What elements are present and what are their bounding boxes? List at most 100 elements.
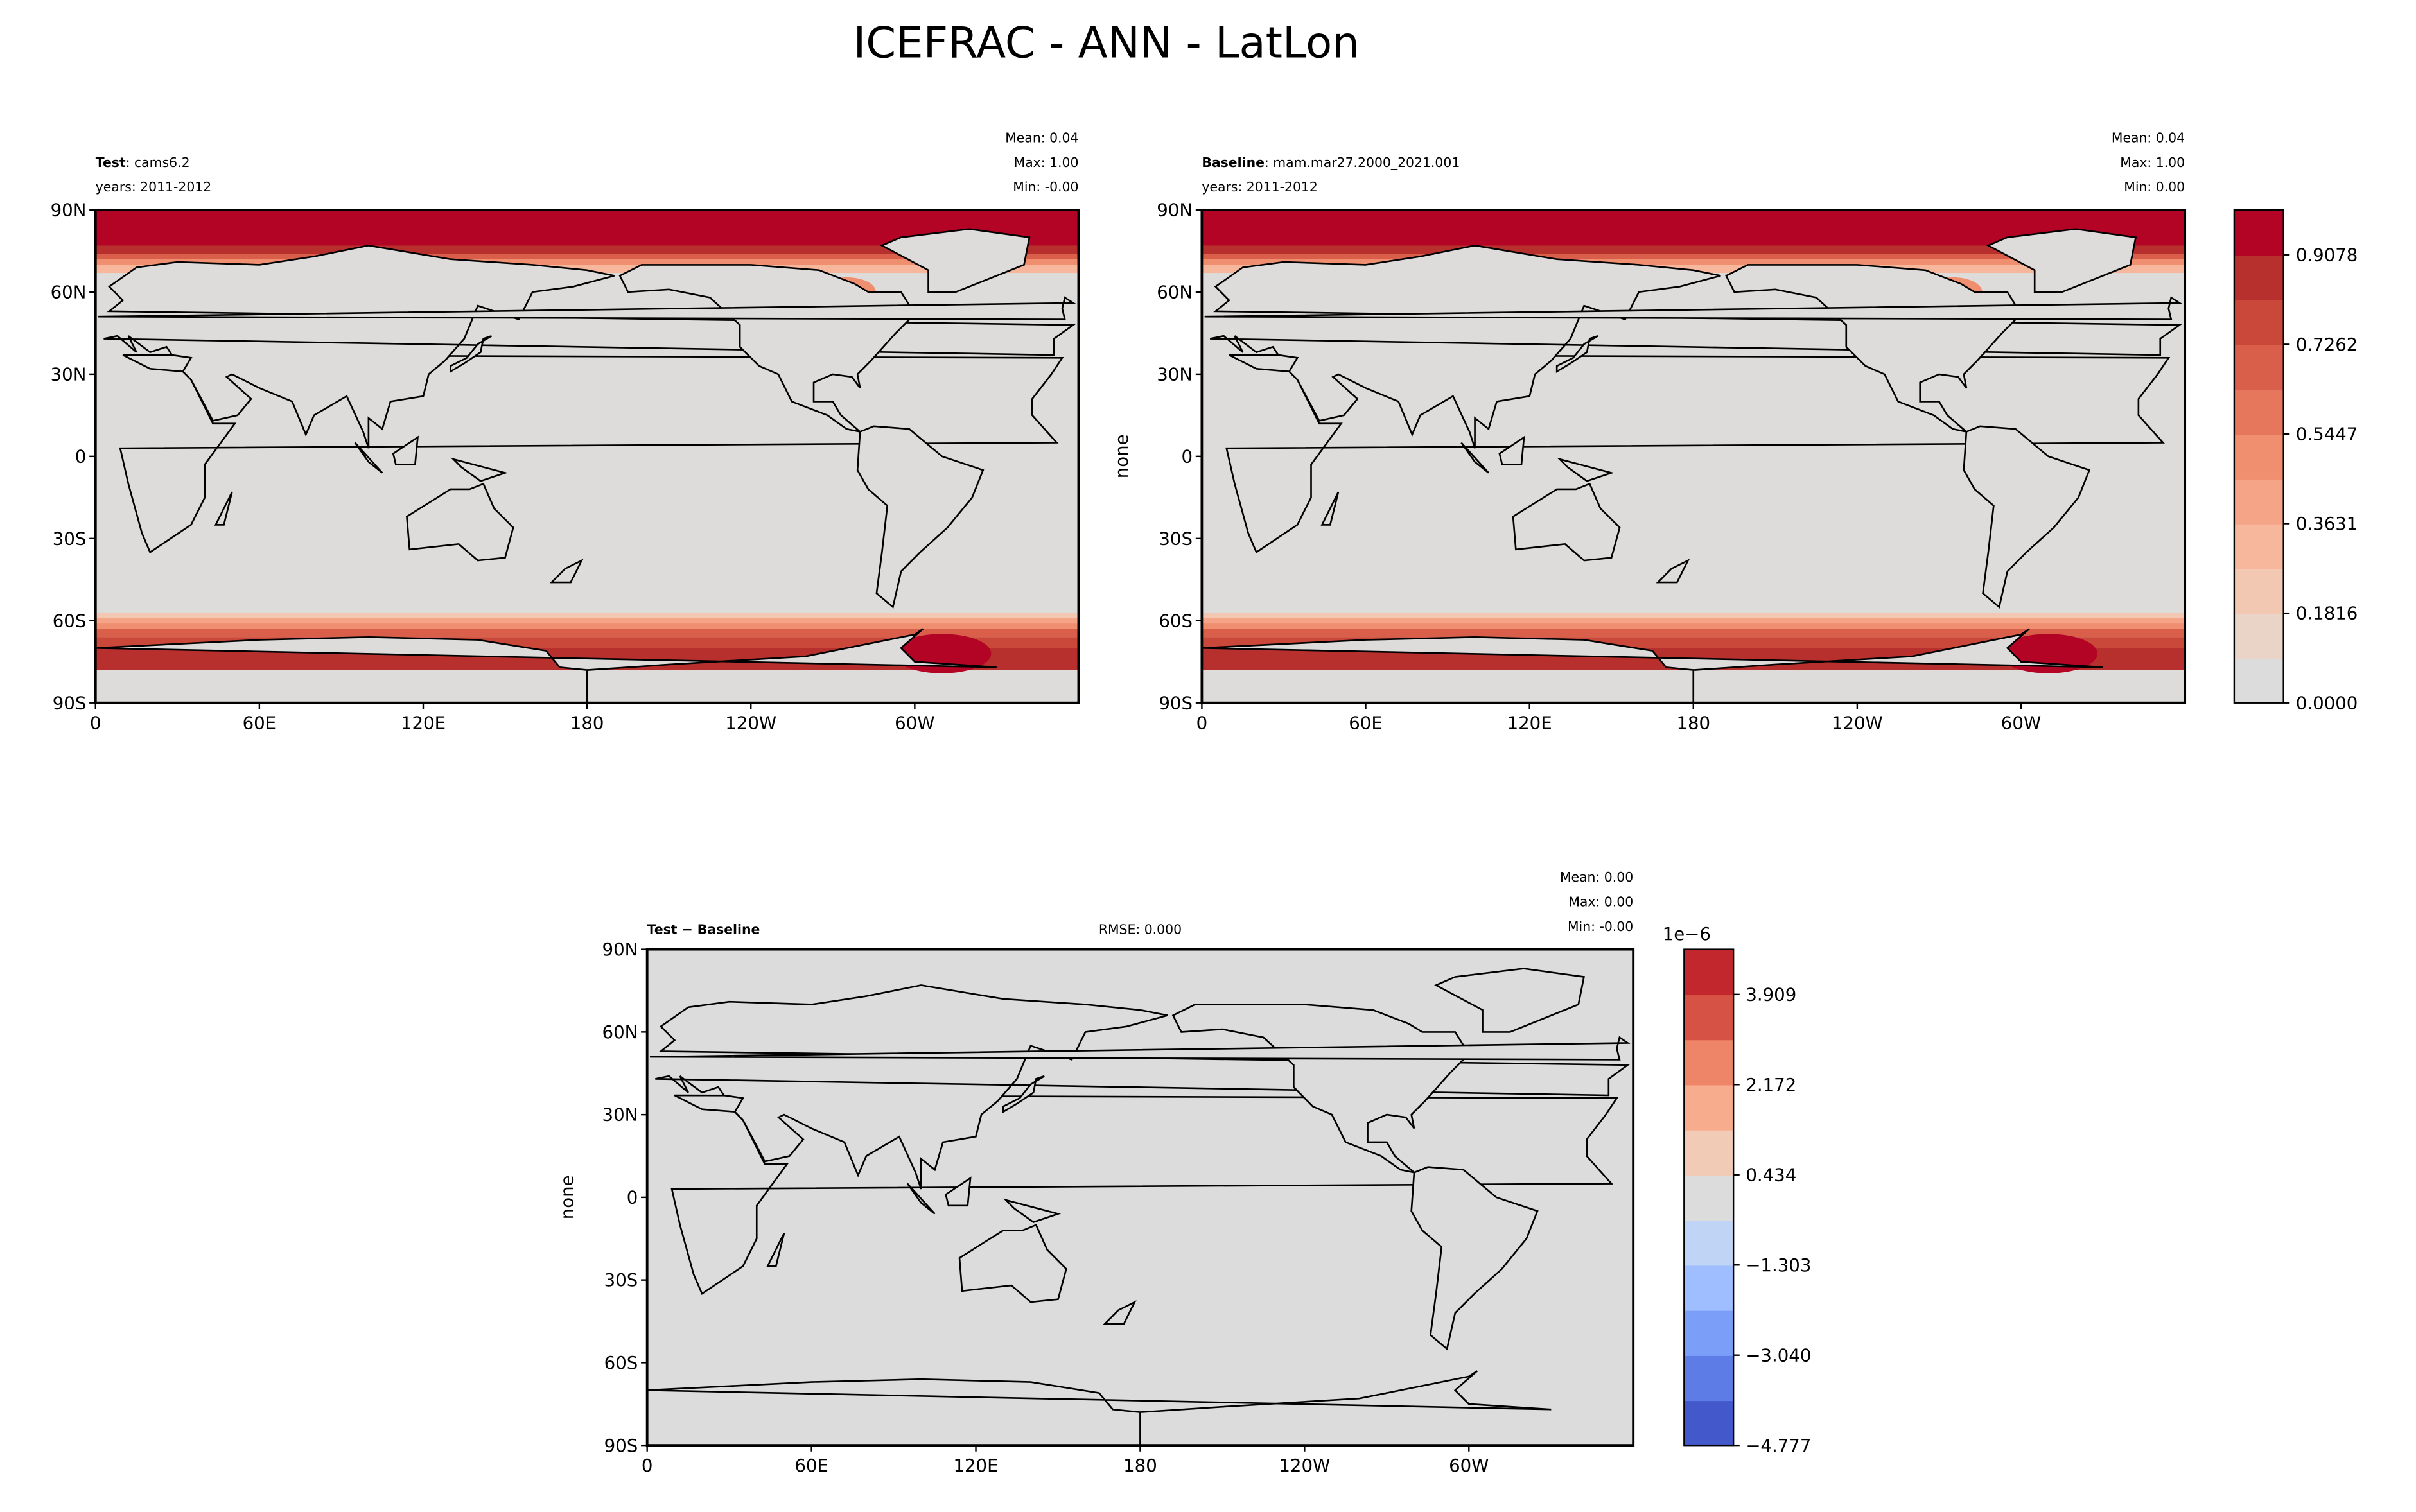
panel-stat: Max: 1.00 [1014, 155, 1079, 170]
sea-ice-band [95, 629, 1079, 638]
sea-ice-band [1202, 618, 2185, 624]
coastline [1932, 1178, 1956, 1206]
y-tick-label: 90N [1157, 200, 1193, 221]
x-tick-label: 60E [1349, 713, 1383, 734]
panel-stat: Mean: 0.00 [1560, 869, 1633, 885]
coastline [1204, 296, 2183, 320]
coastline [119, 1302, 149, 1324]
colorbar-level [1684, 1039, 1734, 1086]
y-tick-label: 90N [51, 200, 87, 221]
coastline [1963, 425, 2091, 609]
coastline [392, 435, 419, 465]
colorbar-level [2234, 299, 2284, 345]
y-tick-label: 60S [1159, 610, 1193, 631]
colorbar-level [2234, 657, 2284, 704]
sea-ice-band [1202, 612, 2185, 618]
coastline [1990, 1076, 2031, 1112]
coastline [98, 296, 1076, 320]
colorbar: −4.777 −3.040 −1.303 0.434 2.172 3.909 1e−6 [1663, 923, 1812, 1456]
coastline [1656, 559, 1690, 584]
colorbar-level [1684, 1084, 1734, 1131]
x-tick-label: 120E [953, 1455, 998, 1476]
coastline [1410, 1166, 1539, 1351]
colorbar-level [2234, 478, 2284, 525]
panel-stat: Max: 1.00 [2120, 155, 2185, 170]
colorbar-offset-label: 1e−6 [1663, 923, 1711, 944]
x-tick-label: 60E [794, 1455, 828, 1476]
colorbar-level [1684, 1265, 1734, 1311]
coastline [95, 628, 997, 703]
colorbar-level [2234, 344, 2284, 390]
coastline [1555, 335, 1598, 373]
colorbar-level [1684, 1355, 1734, 1402]
panel-label-name: : cams6.2 [126, 155, 190, 170]
colorbar-tick-label: −3.040 [1746, 1344, 1811, 1366]
colorbar-level [2234, 613, 2284, 659]
colorbar-level [1684, 1219, 1734, 1266]
coastline [2159, 1004, 2416, 1172]
coastline [103, 245, 1076, 449]
coastline [906, 1183, 936, 1215]
x-tick-label: 120E [401, 713, 446, 734]
coastline [0, 1371, 565, 1445]
coastline [958, 1224, 1067, 1303]
y-tick-label: 30S [1159, 528, 1193, 549]
coastline [0, 245, 90, 448]
y-tick-label: 60N [602, 1021, 638, 1043]
colorbar-tick-label: −4.777 [1746, 1435, 1811, 1456]
colorbar-tick-label: 0.434 [1746, 1164, 1796, 1185]
panel-label: Test − Baseline [647, 922, 760, 937]
coastline [0, 1038, 642, 1060]
coastline [354, 442, 383, 474]
x-tick-label: 60W [895, 713, 934, 734]
coastline [1992, 1200, 2044, 1222]
coastline [1434, 968, 1585, 1033]
colorbar-tick-label: 0.7262 [2296, 334, 2358, 355]
panel-label-bold: Test [96, 155, 126, 170]
colorbar-tick-label: 3.909 [1746, 984, 1796, 1005]
panel-label-name: : mam.mar27.2000_2021.001 [1265, 155, 1460, 170]
map-panel-3: 0 60E 120E 180 120W 60W 90N 60N 30N 0 30S 60S 90S non… [0, 869, 2416, 1476]
x-tick-label: 60W [1449, 1455, 1489, 1476]
x-tick-label: 180 [1676, 713, 1710, 734]
panel-label-bold: Test − Baseline [647, 922, 760, 937]
y-tick-label: 60N [1157, 282, 1193, 303]
coastline [450, 969, 598, 1032]
y-tick-label: 90S [1159, 692, 1193, 713]
panel-stat: Mean: 0.04 [2112, 130, 2185, 145]
y-tick-label: 0 [1181, 446, 1193, 467]
sea-ice-band [95, 623, 1079, 629]
coastline [1986, 228, 2137, 293]
colorbar: 0.0000 0.1816 0.3631 0.5447 0.7262 0.9078 [2233, 209, 2358, 713]
y-tick-label: 60S [604, 1352, 638, 1373]
colorbar-tick-label: 0.9078 [2296, 244, 2358, 265]
panel-stat: Mean: 0.04 [1005, 130, 1078, 145]
coastline [450, 335, 493, 373]
coastline [766, 1233, 785, 1267]
coastline [17, 1076, 58, 1112]
y-axis-label: none [557, 1175, 578, 1219]
coastline [647, 1370, 1552, 1446]
y-tick-label: 90S [53, 692, 87, 713]
coastline [549, 559, 584, 584]
coastline [945, 1176, 972, 1207]
map-panel-1: 0 60E 120E 180 120W 60W 90N 60N 30N 0 30S 60S 90S Tes… [0, 130, 1080, 734]
coastline [0, 229, 46, 292]
colorbar-level [2234, 523, 2284, 569]
y-tick-label: 30S [53, 528, 87, 549]
coastline [1460, 442, 1489, 474]
colorbar-tick-label: 2.172 [1746, 1074, 1796, 1095]
colorbar-tick-label: 0.1816 [2296, 603, 2358, 624]
panel-stat: Min: 0.00 [2124, 179, 2185, 195]
y-tick-label: 90N [602, 939, 638, 960]
coastline [2397, 1167, 2416, 1349]
panel-label: Baseline: mam.mar27.2000_2021.001 [1202, 155, 1460, 170]
panel-stat: Min: -0.00 [1013, 179, 1078, 195]
colorbar-level [1684, 1310, 1734, 1356]
coastline [1636, 1038, 2416, 1060]
y-tick-label: 30N [602, 1104, 638, 1125]
colorbar-frame [1683, 948, 1735, 1447]
colorbar-level [2234, 389, 2284, 435]
coastline [1202, 628, 2103, 703]
coastline [1003, 1198, 1062, 1223]
